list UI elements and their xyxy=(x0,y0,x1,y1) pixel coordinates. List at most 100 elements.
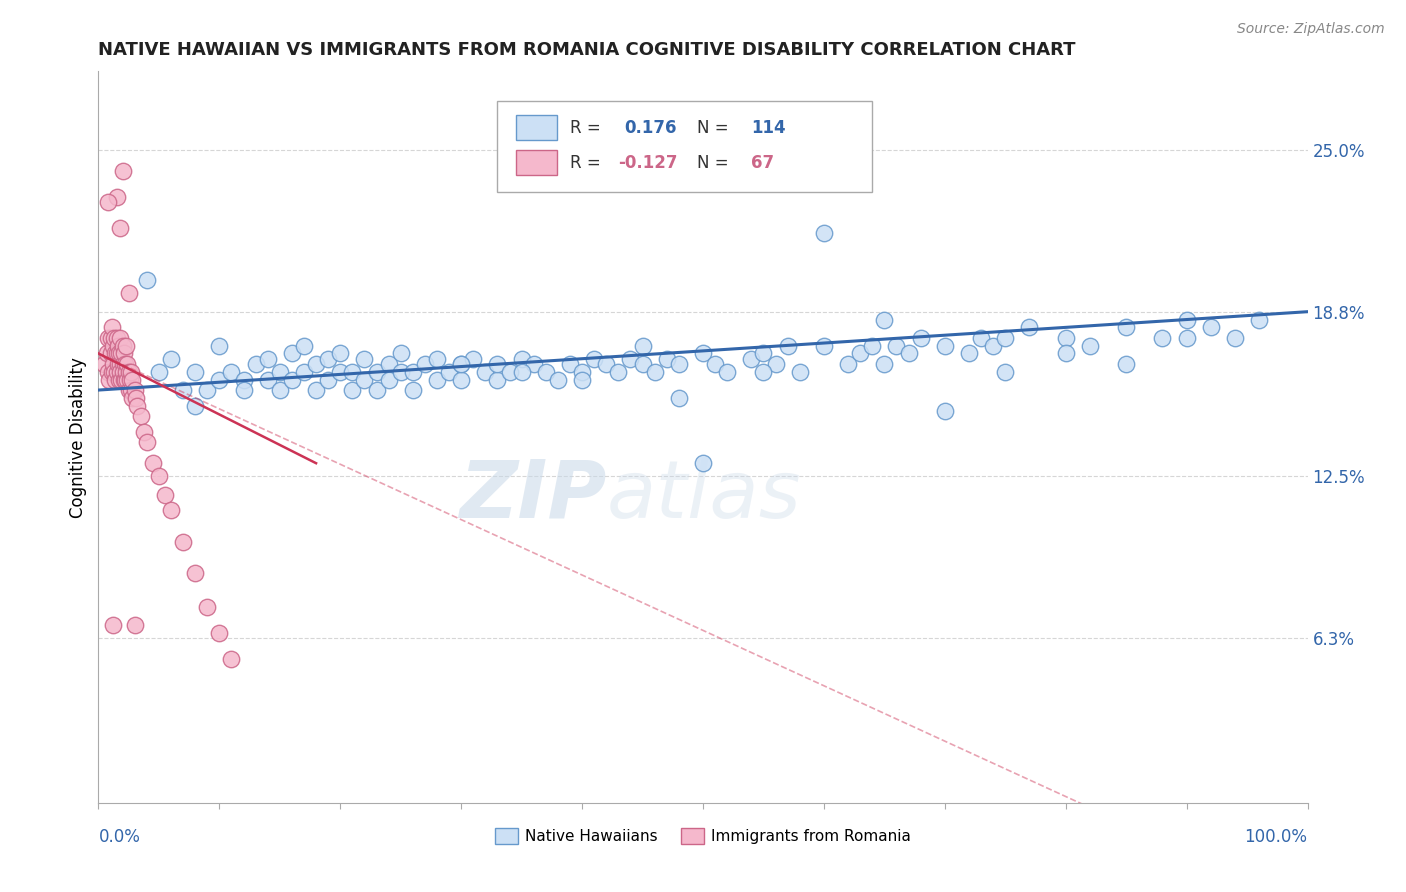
Point xyxy=(281,373,304,387)
Point xyxy=(232,383,254,397)
Point xyxy=(426,351,449,366)
Point xyxy=(118,373,141,387)
Point xyxy=(1152,331,1174,345)
Point xyxy=(740,351,762,366)
Point xyxy=(329,365,352,379)
Text: R =: R = xyxy=(569,119,606,136)
Point xyxy=(437,365,460,379)
Point xyxy=(108,331,131,345)
Point xyxy=(474,365,496,379)
Text: Source: ZipAtlas.com: Source: ZipAtlas.com xyxy=(1237,22,1385,37)
Point xyxy=(111,357,134,371)
Point xyxy=(98,373,121,387)
Point xyxy=(316,351,339,366)
Text: NATIVE HAWAIIAN VS IMMIGRANTS FROM ROMANIA COGNITIVE DISABILITY CORRELATION CHAR: NATIVE HAWAIIAN VS IMMIGRANTS FROM ROMAN… xyxy=(98,41,1076,59)
Point xyxy=(195,599,218,614)
Point xyxy=(413,357,436,371)
Point xyxy=(97,331,120,345)
Point xyxy=(103,331,125,345)
Point xyxy=(97,365,120,379)
Point xyxy=(366,365,388,379)
Point xyxy=(450,373,472,387)
Point xyxy=(124,618,146,632)
Point xyxy=(692,456,714,470)
Point xyxy=(129,409,152,424)
Point xyxy=(100,365,122,379)
Point xyxy=(256,351,278,366)
Point xyxy=(256,373,278,387)
Point xyxy=(655,351,678,366)
Point xyxy=(125,391,148,405)
Point xyxy=(117,357,139,371)
Point xyxy=(534,365,557,379)
Point xyxy=(510,351,533,366)
Point xyxy=(111,339,134,353)
Point xyxy=(789,365,811,379)
FancyBboxPatch shape xyxy=(498,101,872,192)
Point xyxy=(97,194,120,209)
Point xyxy=(103,365,125,379)
Point xyxy=(1175,312,1198,326)
Point xyxy=(523,357,546,371)
Point xyxy=(305,383,328,397)
Point xyxy=(970,331,993,345)
Point xyxy=(108,365,131,379)
Point xyxy=(112,346,135,360)
Text: N =: N = xyxy=(697,119,734,136)
Point xyxy=(1078,339,1101,353)
Y-axis label: Cognitive Disability: Cognitive Disability xyxy=(69,357,87,517)
Point xyxy=(245,357,267,371)
Point xyxy=(127,399,149,413)
Point xyxy=(981,339,1004,353)
Point xyxy=(195,383,218,397)
Point xyxy=(160,351,183,366)
Point xyxy=(292,339,315,353)
Point xyxy=(486,357,509,371)
Point xyxy=(873,357,896,371)
Point xyxy=(110,346,132,360)
FancyBboxPatch shape xyxy=(516,151,557,175)
Point xyxy=(366,383,388,397)
Point xyxy=(172,383,194,397)
Point xyxy=(402,383,425,397)
Point xyxy=(486,373,509,387)
Text: 114: 114 xyxy=(751,119,786,136)
Point xyxy=(111,163,134,178)
Point xyxy=(110,373,132,387)
Point xyxy=(118,365,141,379)
Point xyxy=(644,365,666,379)
Point xyxy=(463,351,485,366)
Point xyxy=(269,383,291,397)
Point xyxy=(873,312,896,326)
Point xyxy=(107,339,129,353)
Point xyxy=(934,404,956,418)
Text: ZIP: ZIP xyxy=(458,457,606,534)
Point xyxy=(342,383,364,397)
Point xyxy=(184,365,207,379)
Point xyxy=(1018,320,1040,334)
Point xyxy=(93,357,115,371)
Point xyxy=(104,373,127,387)
Point xyxy=(120,383,142,397)
Legend: Native Hawaiians, Immigrants from Romania: Native Hawaiians, Immigrants from Romani… xyxy=(489,822,917,850)
Point xyxy=(148,469,170,483)
Point xyxy=(752,365,775,379)
Point xyxy=(101,618,124,632)
Point xyxy=(1115,320,1137,334)
Point xyxy=(316,373,339,387)
Point xyxy=(134,425,156,439)
Point xyxy=(105,190,128,204)
Text: atlas: atlas xyxy=(606,457,801,534)
Point xyxy=(631,339,654,353)
FancyBboxPatch shape xyxy=(516,115,557,140)
Point xyxy=(292,365,315,379)
Text: 67: 67 xyxy=(751,153,775,172)
Point xyxy=(100,320,122,334)
Point xyxy=(114,357,136,371)
Point xyxy=(281,346,304,360)
Point xyxy=(571,365,593,379)
Point xyxy=(849,346,872,360)
Point xyxy=(510,365,533,379)
Point xyxy=(765,357,787,371)
Point xyxy=(269,365,291,379)
